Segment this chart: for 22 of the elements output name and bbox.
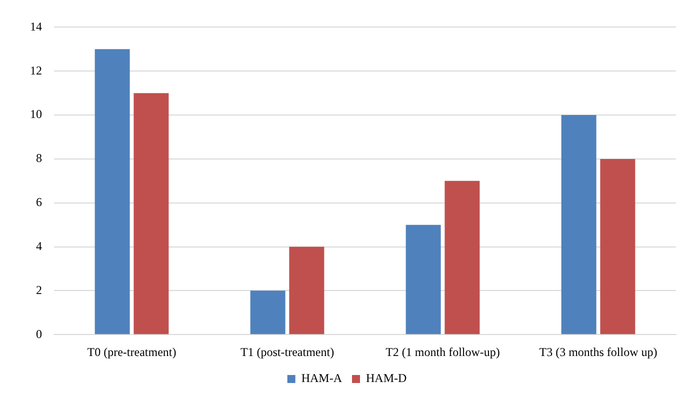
x-tick-label: T0 (pre-treatment) (87, 344, 176, 359)
bar (94, 49, 130, 334)
bar (250, 290, 286, 334)
y-tick-label: 4 (36, 238, 42, 253)
y-tick-label: 8 (36, 151, 42, 166)
x-tick-label: T1 (post-treatment) (240, 344, 334, 359)
y-tick-label: 2 (36, 282, 42, 297)
y-tick-label: 12 (30, 63, 42, 78)
bar (600, 158, 636, 334)
legend-label: HAM-D (366, 371, 407, 386)
bar (561, 115, 596, 334)
y-tick-label: 0 (36, 326, 42, 341)
y-tick-label: 10 (30, 107, 42, 122)
y-tick-label: 14 (30, 19, 42, 34)
bar (406, 224, 441, 334)
x-tick-label: T3 (3 months follow up) (539, 344, 658, 359)
bar (444, 180, 480, 334)
x-tick-label: T2 (1 month follow-up) (386, 344, 500, 359)
legend-label: HAM-A (301, 371, 342, 386)
y-tick-label: 6 (36, 195, 42, 210)
bar (134, 93, 169, 334)
bar (289, 246, 324, 334)
